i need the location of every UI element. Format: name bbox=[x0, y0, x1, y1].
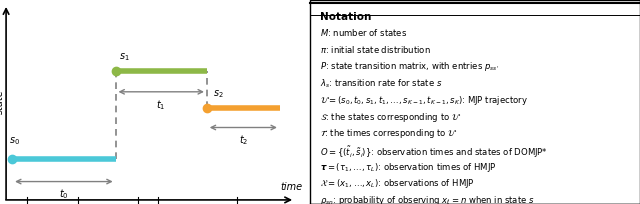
Text: $s_2$: $s_2$ bbox=[213, 88, 223, 100]
Text: $\mathcal{S}$: the states corresponding to $\mathcal{U}$: $\mathcal{S}$: the states corresponding … bbox=[321, 111, 461, 124]
Text: time: time bbox=[280, 182, 303, 192]
Text: $t_2$: $t_2$ bbox=[239, 134, 248, 147]
Text: $\mathcal{X} = (x_1, \ldots, x_L)$: observations of HMJP: $\mathcal{X} = (x_1, \ldots, x_L)$: obse… bbox=[321, 177, 475, 191]
Text: $t_0$: $t_0$ bbox=[59, 188, 68, 202]
Text: $\pi$: initial state distribution: $\pi$: initial state distribution bbox=[321, 44, 431, 55]
Text: $\lambda_s$: transition rate for state $s$: $\lambda_s$: transition rate for state $… bbox=[321, 77, 443, 90]
Text: $\mathcal{U} = (s_0, t_0, s_1, t_1, \ldots, s_{K-1}, t_{K-1}, s_K)$: MJP traject: $\mathcal{U} = (s_0, t_0, s_1, t_1, \ldo… bbox=[321, 94, 528, 107]
Text: $O = \{(\tilde{t}_i, \tilde{s}_i)\}$: observation times and states of DOMJP*: $O = \{(\tilde{t}_i, \tilde{s}_i)\}$: ob… bbox=[321, 144, 548, 160]
Text: $\mathcal{T}$: the times corresponding to $\mathcal{U}$: $\mathcal{T}$: the times corresponding t… bbox=[321, 127, 458, 140]
Text: state: state bbox=[0, 90, 5, 114]
Text: $s_1$: $s_1$ bbox=[118, 51, 129, 63]
Text: Notation: Notation bbox=[321, 12, 372, 22]
Text: $P$: state transition matrix, with entries $p_{ss^\prime}$: $P$: state transition matrix, with entri… bbox=[321, 60, 499, 73]
Text: $\rho_{sn}$: probability of observing $x_\ell = n$ when in state $s$: $\rho_{sn}$: probability of observing $x… bbox=[321, 194, 535, 204]
Text: $\boldsymbol{\tau} = (\tau_1, \ldots, \tau_L)$: observation times of HMJP: $\boldsymbol{\tau} = (\tau_1, \ldots, \t… bbox=[321, 161, 497, 174]
Text: $s_0$: $s_0$ bbox=[9, 135, 20, 147]
Text: $M$: number of states: $M$: number of states bbox=[321, 27, 408, 38]
Text: $t_1$: $t_1$ bbox=[157, 98, 166, 112]
